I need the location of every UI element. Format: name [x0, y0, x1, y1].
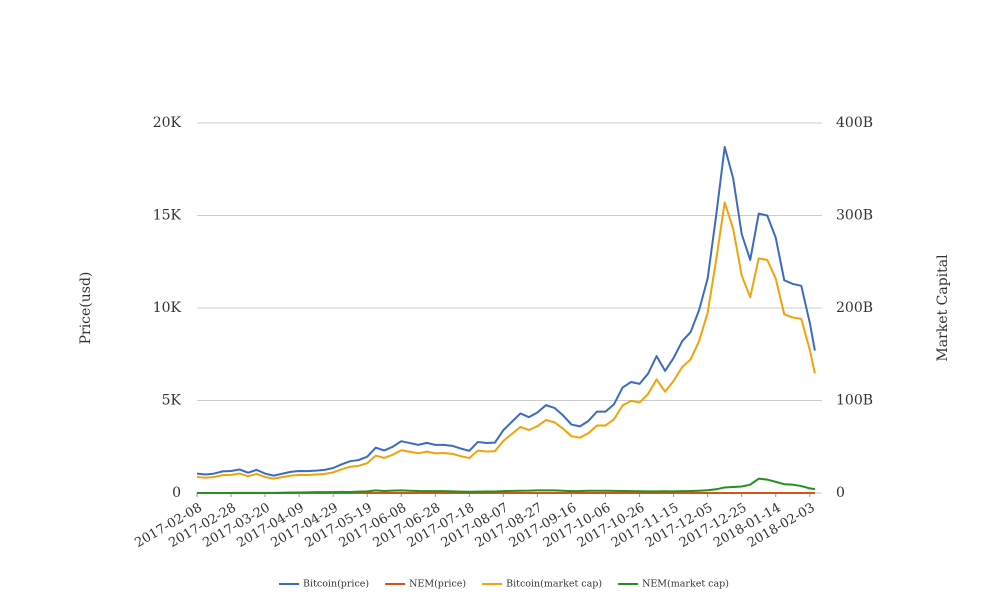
y-tick-label: 5K: [162, 393, 182, 409]
y2-tick-label: 200B: [836, 300, 873, 316]
legend-label: NEM(price): [409, 579, 466, 590]
legend-label: NEM(market cap): [642, 579, 729, 590]
y2-tick-label: 0: [836, 485, 845, 501]
series-line: [196, 477, 816, 494]
y-tick-label: 10K: [153, 300, 182, 316]
y-tick-label: 15K: [153, 208, 182, 224]
y2-axis-title: Market Capital: [935, 254, 951, 362]
legend-label: Bitcoin(market cap): [506, 579, 602, 590]
legend: Bitcoin(price) NEM(price) Bitcoin(market c…: [279, 579, 729, 590]
y2-tick-label: 300B: [836, 208, 873, 224]
y2-tick-label: 400B: [836, 115, 873, 131]
series-line: [196, 201, 816, 480]
legend-item: NEM(market cap): [618, 579, 729, 590]
y-tick-label: 20K: [153, 115, 182, 131]
y-tick-label: 0: [172, 485, 181, 501]
y2-tick-label: 100B: [836, 393, 873, 409]
y-axis-title: Price(usd): [78, 272, 94, 345]
legend-label: Bitcoin(price): [303, 579, 369, 590]
legend-item: NEM(price): [385, 579, 466, 590]
legend-item: Bitcoin(market cap): [482, 579, 602, 590]
legend-item: Bitcoin(price): [279, 579, 369, 590]
series-line: [196, 146, 816, 477]
